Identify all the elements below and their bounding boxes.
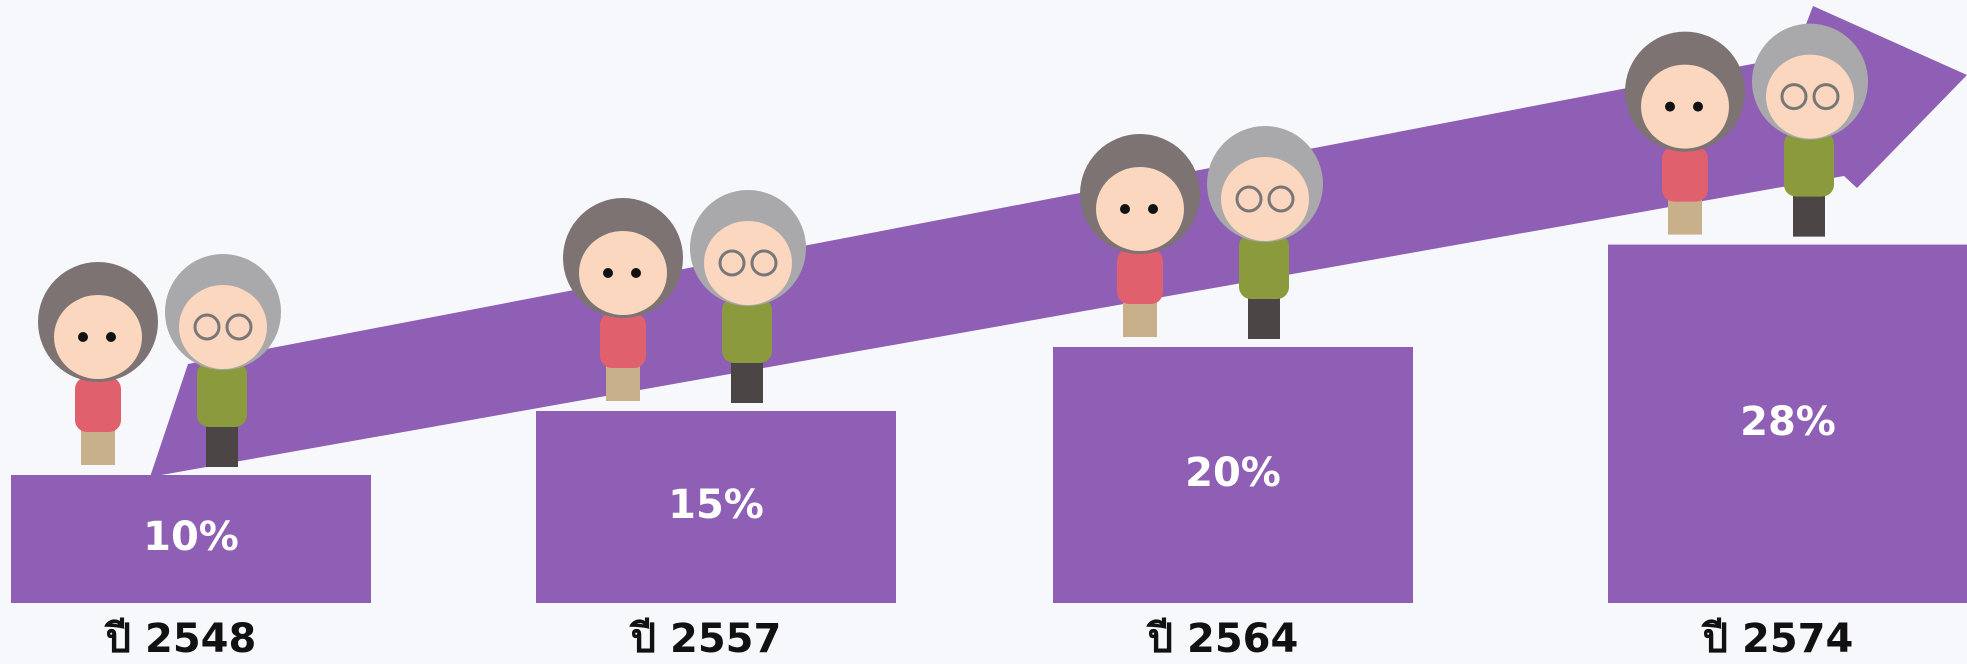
glasses — [1780, 83, 1808, 111]
woman-body — [600, 313, 646, 368]
woman-face — [54, 295, 142, 379]
man-body — [1784, 131, 1834, 197]
glasses — [1267, 185, 1295, 213]
man-face — [1766, 54, 1854, 139]
elderly-couple — [563, 190, 806, 403]
bar — [11, 475, 371, 603]
value-label: 15% — [668, 482, 764, 528]
bar — [1608, 244, 1967, 603]
glasses — [750, 249, 778, 277]
bar — [1053, 347, 1413, 603]
man-body — [197, 362, 247, 427]
category-label: ปี 2564 — [1146, 616, 1298, 662]
value-label: 10% — [143, 514, 239, 560]
woman-legs — [606, 363, 640, 401]
woman-body — [1662, 146, 1708, 202]
bar — [536, 411, 896, 603]
man-legs — [1248, 294, 1280, 339]
eye — [1148, 204, 1158, 214]
glasses — [718, 249, 746, 277]
elderly-couple — [1080, 126, 1323, 339]
woman-face — [1641, 64, 1729, 149]
value-label: 20% — [1185, 450, 1281, 496]
eye — [1120, 204, 1130, 214]
man-body — [1239, 234, 1289, 299]
value-label: 28% — [1740, 399, 1836, 445]
man-legs — [1793, 191, 1825, 237]
eye — [1665, 101, 1675, 112]
glasses — [225, 313, 253, 341]
eye — [603, 268, 613, 278]
woman-body — [1117, 249, 1163, 304]
elderly-couple — [38, 254, 281, 467]
glasses — [193, 313, 221, 341]
woman-face — [579, 231, 667, 315]
man-legs — [206, 422, 238, 467]
woman-legs — [1668, 196, 1702, 235]
woman-legs — [1123, 299, 1157, 337]
eye — [631, 268, 641, 278]
glasses — [1235, 185, 1263, 213]
category-label: ปี 2574 — [1701, 616, 1853, 662]
man-face — [1221, 157, 1309, 241]
eye — [1693, 101, 1703, 112]
eye — [106, 332, 116, 342]
man-legs — [731, 358, 763, 403]
category-label: ปี 2557 — [629, 616, 781, 662]
elderly-couple — [1625, 23, 1868, 237]
woman-body — [75, 377, 121, 432]
woman-legs — [81, 427, 115, 465]
man-face — [704, 221, 792, 305]
man-face — [179, 285, 267, 369]
glasses — [1812, 83, 1840, 111]
eye — [78, 332, 88, 342]
category-label: ปี 2548 — [104, 616, 256, 662]
man-body — [722, 298, 772, 363]
woman-face — [1096, 167, 1184, 251]
